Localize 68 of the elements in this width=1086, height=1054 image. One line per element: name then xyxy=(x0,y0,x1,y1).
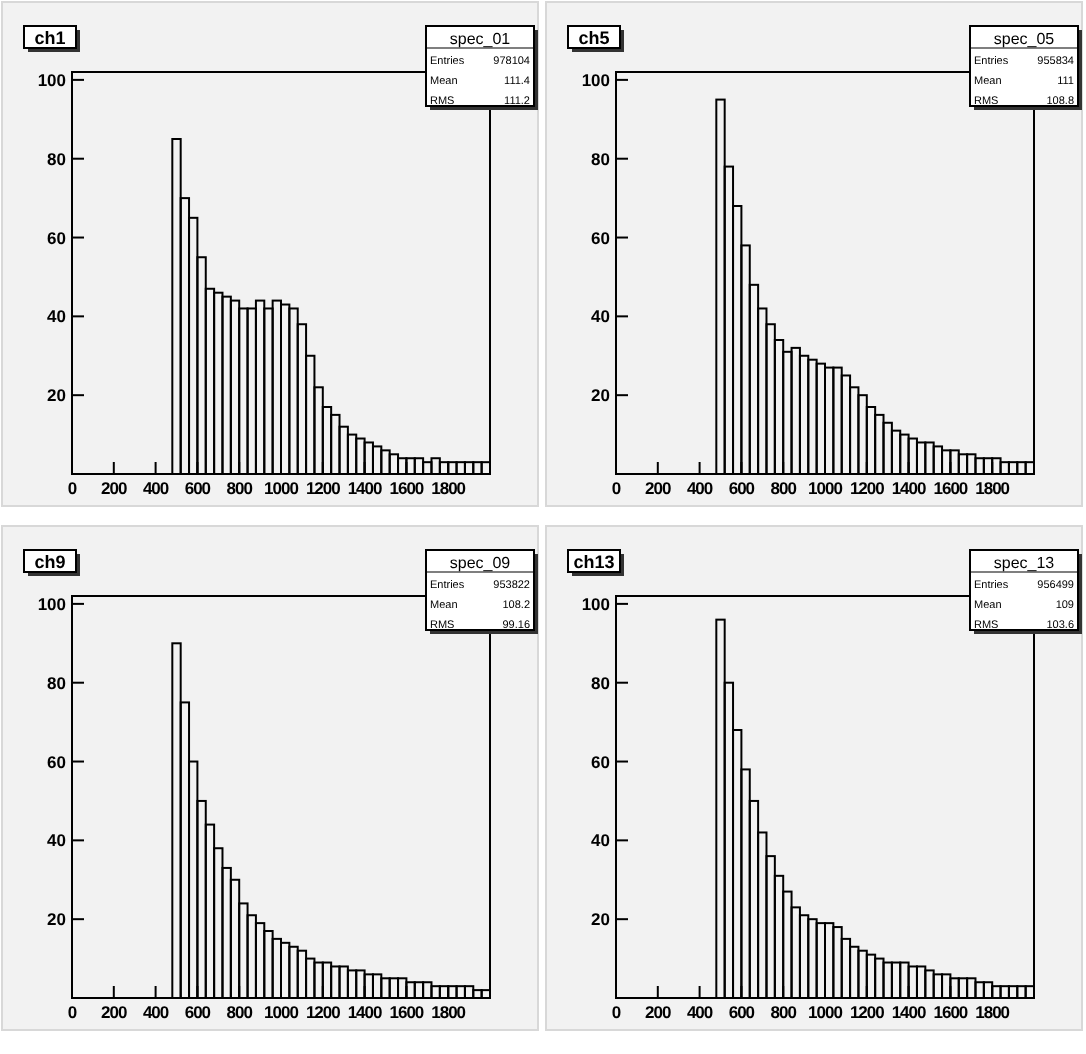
y-tick-label: 60 xyxy=(47,227,67,248)
y-tick-label: 80 xyxy=(47,148,67,169)
x-tick-label: 400 xyxy=(142,478,170,498)
y-tick-label: 20 xyxy=(47,909,67,930)
x-tick-label: 1200 xyxy=(849,1002,886,1022)
y-tick-label: 80 xyxy=(591,148,611,169)
y-tick-label: 80 xyxy=(591,672,611,693)
x-tick-label: 1600 xyxy=(389,1002,425,1022)
chart-title: ch1 xyxy=(34,28,66,48)
y-tick-label: 100 xyxy=(37,69,67,90)
x-tick-label: 1200 xyxy=(305,478,342,498)
y-tick-label: 60 xyxy=(591,227,611,248)
x-tick-label: 1400 xyxy=(347,478,384,498)
x-tick-label: 1800 xyxy=(975,1002,1011,1022)
x-tick-label: 0 xyxy=(67,1002,78,1022)
text: spec_09 xyxy=(449,554,512,572)
text: spec_01 xyxy=(449,30,512,48)
x-tick-label: 0 xyxy=(611,478,622,498)
x-tick-label: 800 xyxy=(226,478,254,498)
x-tick-label: 0 xyxy=(67,478,78,498)
x-tick-label: 1800 xyxy=(431,478,467,498)
x-tick-label: 1000 xyxy=(808,1002,844,1022)
y-tick-label: 20 xyxy=(591,385,611,406)
x-tick-label: 800 xyxy=(226,1002,254,1022)
chart-title: ch5 xyxy=(578,28,610,48)
x-tick-label: 1000 xyxy=(264,478,300,498)
y-tick-label: 20 xyxy=(47,385,67,406)
y-tick-label: 60 xyxy=(47,751,67,772)
x-tick-label: 800 xyxy=(770,1002,798,1022)
x-tick-label: 200 xyxy=(645,478,673,498)
chart-title: ch13 xyxy=(573,552,615,572)
y-tick-label: 60 xyxy=(591,751,611,772)
y-tick-label: 80 xyxy=(47,672,67,693)
text: spec_05 xyxy=(993,30,1056,48)
x-tick-label: 1200 xyxy=(849,478,886,498)
x-tick-label: 1600 xyxy=(389,478,425,498)
x-tick-label: 400 xyxy=(686,1002,714,1022)
x-tick-label: 400 xyxy=(686,478,714,498)
y-tick-label: 100 xyxy=(581,593,611,614)
y-tick-label: 40 xyxy=(47,830,67,851)
x-tick-label: 1800 xyxy=(431,1002,467,1022)
x-tick-label: 400 xyxy=(142,1002,170,1022)
x-tick-label: 600 xyxy=(184,478,212,498)
x-tick-label: 1600 xyxy=(933,478,969,498)
y-tick-label: 100 xyxy=(37,593,67,614)
x-tick-label: 600 xyxy=(728,1002,756,1022)
x-tick-label: 0 xyxy=(611,1002,622,1022)
x-tick-label: 1000 xyxy=(808,478,844,498)
chart-title: ch9 xyxy=(34,552,66,572)
text: spec_13 xyxy=(993,554,1056,572)
x-tick-label: 600 xyxy=(728,478,756,498)
x-tick-label: 1600 xyxy=(933,1002,969,1022)
x-tick-label: 1400 xyxy=(891,1002,928,1022)
y-tick-label: 40 xyxy=(47,306,67,327)
x-tick-label: 1400 xyxy=(891,478,928,498)
x-tick-label: 1200 xyxy=(305,1002,342,1022)
x-tick-label: 1800 xyxy=(975,478,1011,498)
x-tick-label: 200 xyxy=(101,1002,129,1022)
y-tick-label: 40 xyxy=(591,830,611,851)
x-tick-label: 1400 xyxy=(347,1002,384,1022)
x-tick-label: 200 xyxy=(101,478,129,498)
x-tick-label: 200 xyxy=(645,1002,673,1022)
x-tick-label: 800 xyxy=(770,478,798,498)
x-tick-label: 1000 xyxy=(264,1002,300,1022)
x-tick-label: 600 xyxy=(184,1002,212,1022)
y-tick-label: 100 xyxy=(581,69,611,90)
y-tick-label: 20 xyxy=(591,909,611,930)
y-tick-label: 40 xyxy=(591,306,611,327)
